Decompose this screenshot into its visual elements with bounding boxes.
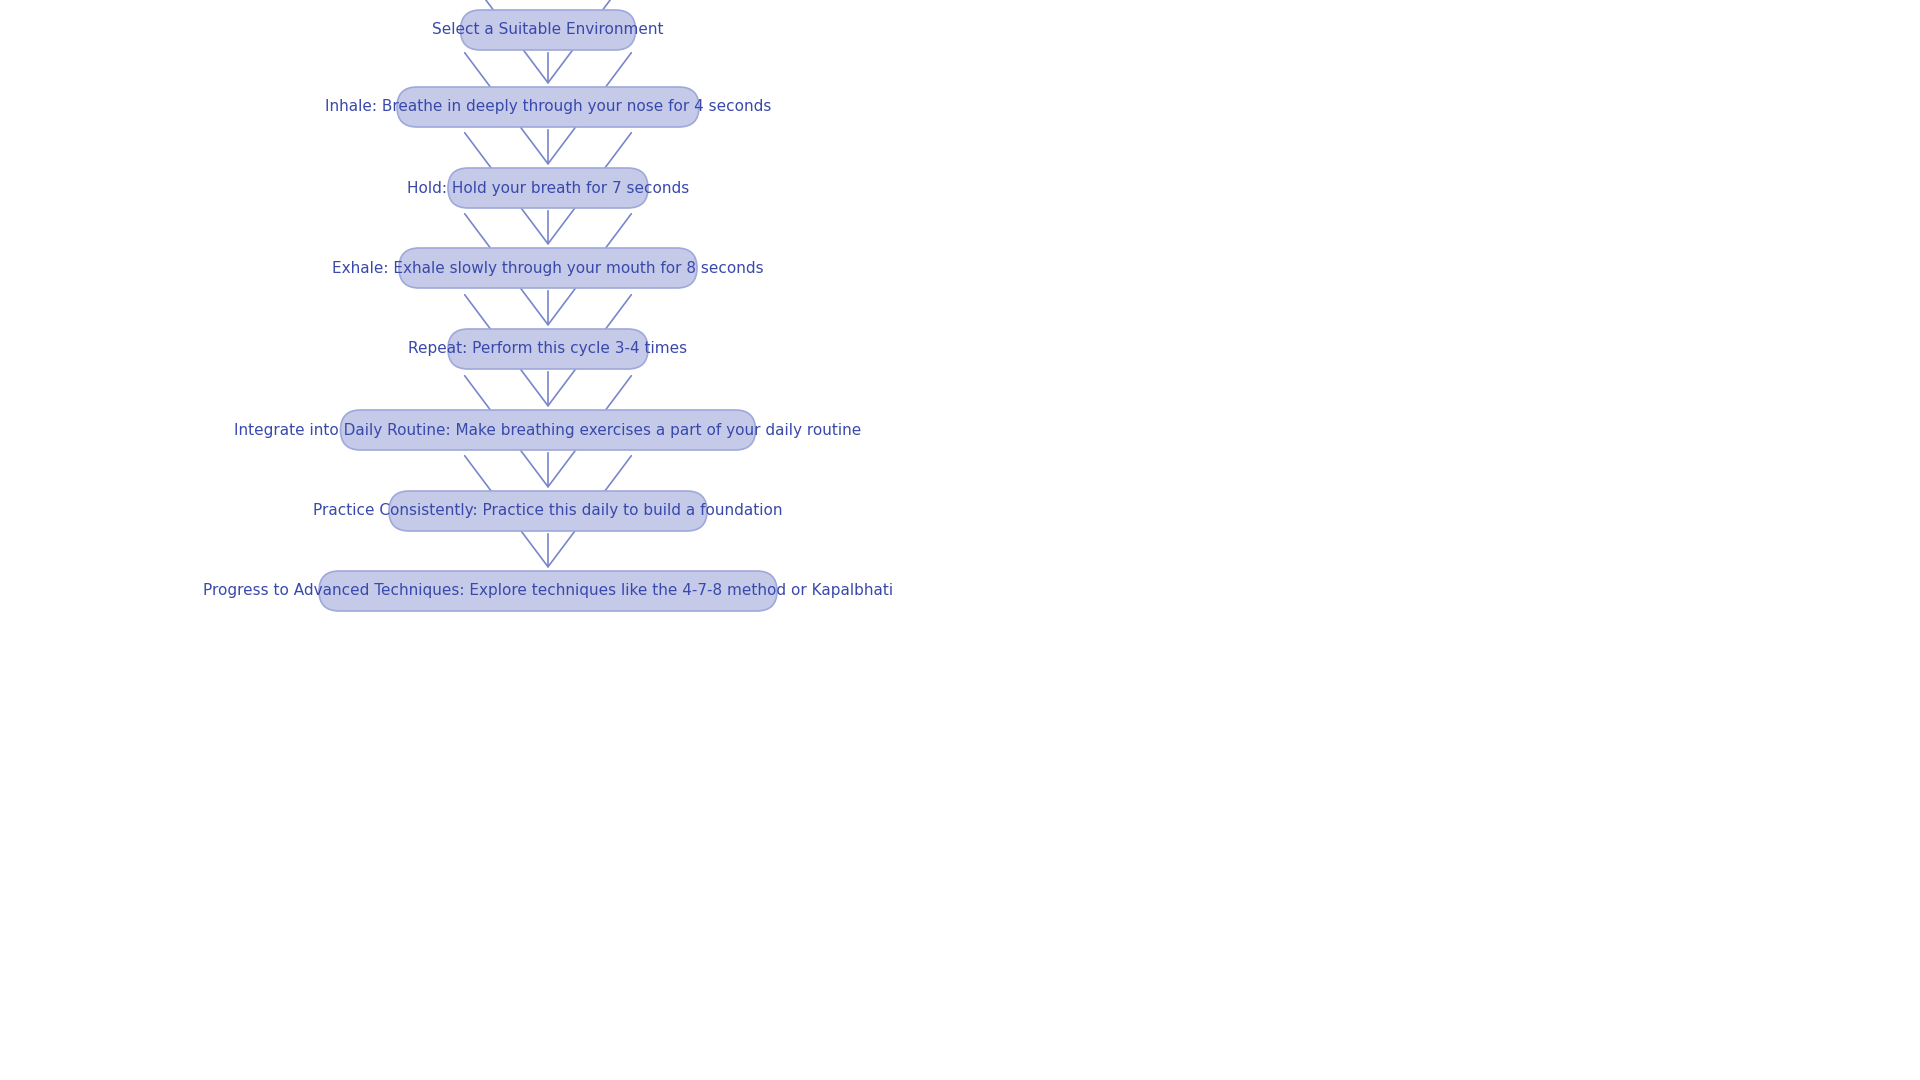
FancyBboxPatch shape (447, 168, 649, 208)
Text: Integrate into Daily Routine: Make breathing exercises a part of your daily rout: Integrate into Daily Routine: Make breat… (234, 422, 862, 437)
Text: Exhale: Exhale slowly through your mouth for 8 seconds: Exhale: Exhale slowly through your mouth… (332, 260, 764, 275)
FancyBboxPatch shape (340, 410, 755, 450)
FancyBboxPatch shape (390, 491, 707, 531)
FancyBboxPatch shape (319, 571, 778, 611)
Text: Select a Suitable Environment: Select a Suitable Environment (432, 23, 664, 38)
FancyBboxPatch shape (397, 87, 699, 127)
FancyBboxPatch shape (447, 329, 649, 369)
FancyBboxPatch shape (461, 10, 636, 50)
Text: Progress to Advanced Techniques: Explore techniques like the 4-7-8 method or Kap: Progress to Advanced Techniques: Explore… (204, 583, 893, 598)
Text: Practice Consistently: Practice this daily to build a foundation: Practice Consistently: Practice this dai… (313, 503, 783, 518)
Text: Repeat: Perform this cycle 3-4 times: Repeat: Perform this cycle 3-4 times (409, 341, 687, 356)
Text: Inhale: Breathe in deeply through your nose for 4 seconds: Inhale: Breathe in deeply through your n… (324, 99, 772, 114)
Text: Hold: Hold your breath for 7 seconds: Hold: Hold your breath for 7 seconds (407, 180, 689, 195)
FancyBboxPatch shape (399, 248, 697, 288)
